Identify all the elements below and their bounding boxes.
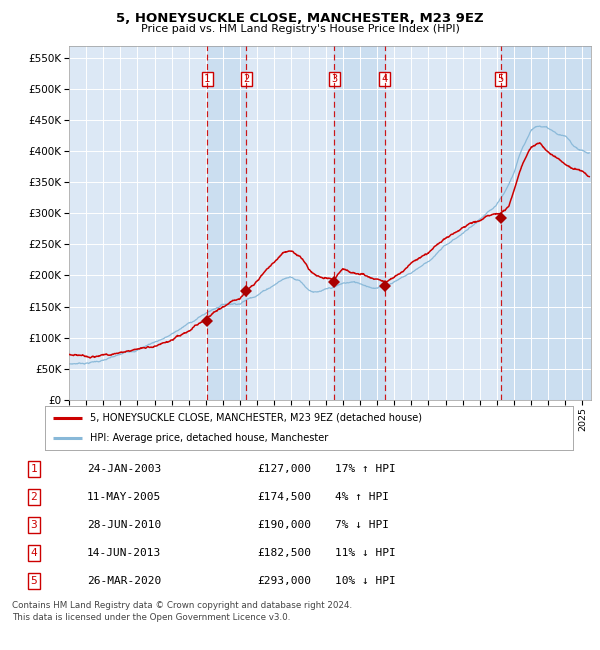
Text: 17% ↑ HPI: 17% ↑ HPI <box>335 464 395 474</box>
Text: £293,000: £293,000 <box>257 576 311 586</box>
Text: 1: 1 <box>204 74 210 84</box>
Text: 4: 4 <box>382 74 388 84</box>
Text: 4% ↑ HPI: 4% ↑ HPI <box>335 492 389 502</box>
Text: 24-JAN-2003: 24-JAN-2003 <box>87 464 161 474</box>
Text: £127,000: £127,000 <box>257 464 311 474</box>
Bar <box>207 46 247 400</box>
Bar <box>501 46 591 400</box>
Text: 14-JUN-2013: 14-JUN-2013 <box>87 548 161 558</box>
Text: 2: 2 <box>244 74 250 84</box>
Text: £174,500: £174,500 <box>257 492 311 502</box>
Text: 5, HONEYSUCKLE CLOSE, MANCHESTER, M23 9EZ: 5, HONEYSUCKLE CLOSE, MANCHESTER, M23 9E… <box>116 12 484 25</box>
Text: 5: 5 <box>31 576 37 586</box>
Text: 26-MAR-2020: 26-MAR-2020 <box>87 576 161 586</box>
Text: £182,500: £182,500 <box>257 548 311 558</box>
Text: 11-MAY-2005: 11-MAY-2005 <box>87 492 161 502</box>
Text: 4: 4 <box>31 548 37 558</box>
Text: 28-JUN-2010: 28-JUN-2010 <box>87 520 161 530</box>
Bar <box>334 46 385 400</box>
Text: 5, HONEYSUCKLE CLOSE, MANCHESTER, M23 9EZ (detached house): 5, HONEYSUCKLE CLOSE, MANCHESTER, M23 9E… <box>90 413 422 422</box>
Text: This data is licensed under the Open Government Licence v3.0.: This data is licensed under the Open Gov… <box>12 613 290 622</box>
Text: £190,000: £190,000 <box>257 520 311 530</box>
Text: 3: 3 <box>331 74 337 84</box>
Text: 5: 5 <box>497 74 504 84</box>
Text: 11% ↓ HPI: 11% ↓ HPI <box>335 548 395 558</box>
Text: 10% ↓ HPI: 10% ↓ HPI <box>335 576 395 586</box>
Text: 3: 3 <box>31 520 37 530</box>
Text: 1: 1 <box>31 464 37 474</box>
Text: Contains HM Land Registry data © Crown copyright and database right 2024.: Contains HM Land Registry data © Crown c… <box>12 601 352 610</box>
Text: Price paid vs. HM Land Registry's House Price Index (HPI): Price paid vs. HM Land Registry's House … <box>140 24 460 34</box>
Text: 7% ↓ HPI: 7% ↓ HPI <box>335 520 389 530</box>
Text: HPI: Average price, detached house, Manchester: HPI: Average price, detached house, Manc… <box>90 433 328 443</box>
Text: 2: 2 <box>31 492 37 502</box>
